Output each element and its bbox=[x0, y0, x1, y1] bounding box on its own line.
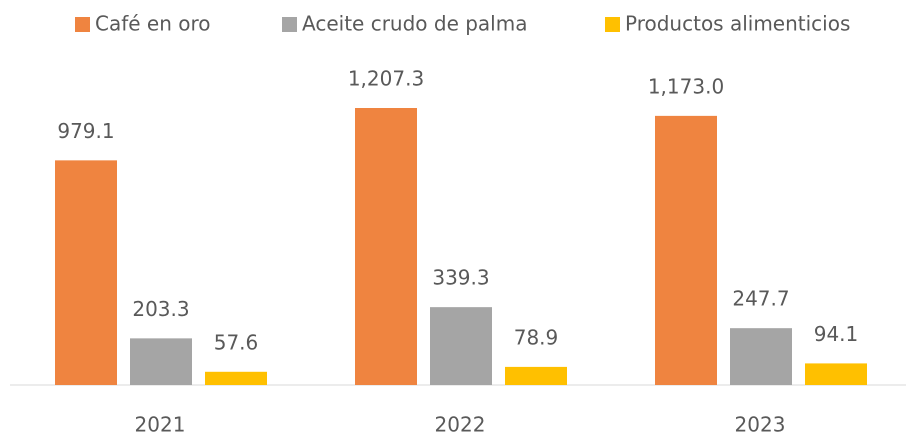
bar bbox=[55, 160, 117, 385]
data-label: 78.9 bbox=[514, 325, 559, 349]
data-label: 1,207.3 bbox=[348, 67, 424, 91]
data-label: 57.6 bbox=[214, 330, 259, 354]
bar bbox=[355, 108, 417, 385]
data-label: 979.1 bbox=[57, 119, 114, 143]
legend-label: Productos alimenticios bbox=[625, 12, 850, 36]
data-label: 94.1 bbox=[814, 322, 859, 346]
bar bbox=[730, 328, 792, 385]
bar bbox=[505, 366, 567, 385]
x-tick-label: 2023 bbox=[735, 413, 786, 436]
x-tick-label: 2022 bbox=[435, 413, 486, 436]
data-label: 1,173.0 bbox=[648, 74, 724, 98]
bar bbox=[655, 115, 717, 385]
legend-swatch bbox=[75, 17, 90, 32]
legend-label: Café en oro bbox=[95, 12, 211, 36]
bar bbox=[205, 371, 267, 385]
data-label: 247.7 bbox=[732, 287, 789, 311]
bar bbox=[805, 363, 867, 385]
bar bbox=[130, 338, 192, 385]
x-tick-label: 2021 bbox=[135, 413, 186, 436]
data-label: 339.3 bbox=[432, 266, 489, 290]
data-label: 203.3 bbox=[132, 297, 189, 321]
legend-swatch bbox=[605, 17, 620, 32]
bar bbox=[430, 307, 492, 385]
legend-label: Aceite crudo de palma bbox=[302, 12, 527, 36]
legend-swatch bbox=[282, 17, 297, 32]
